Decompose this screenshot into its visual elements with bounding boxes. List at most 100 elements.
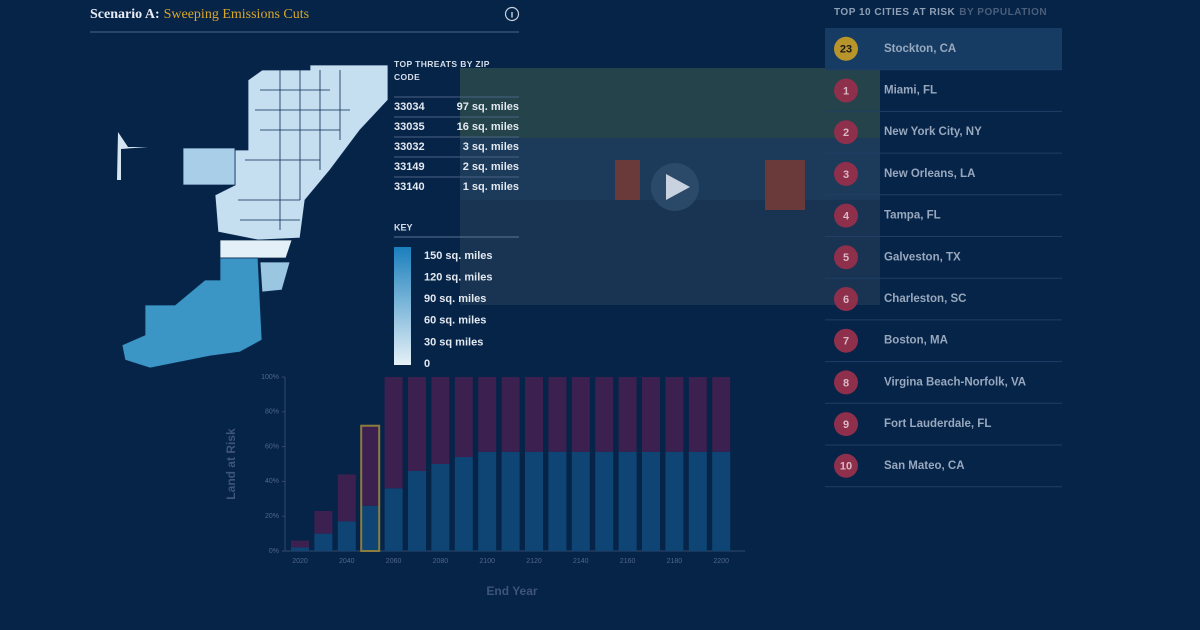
rank-badge (834, 78, 858, 103)
video-figure (765, 160, 805, 210)
map-keys (259, 261, 291, 293)
bar-segment (525, 451, 543, 551)
threats-title: TOP THREATS BY ZIP CODE (394, 59, 490, 82)
y-axis-title: Land at Risk (224, 428, 238, 500)
bar-segment (408, 470, 426, 551)
x-axis-title: End Year (486, 584, 537, 598)
rank: 2 (843, 127, 849, 139)
rank-badge (834, 203, 858, 228)
bar-segment (688, 451, 707, 551)
bar-segment (337, 521, 356, 551)
bar-segment (291, 547, 309, 551)
zip-area: 3 sq. miles (463, 141, 519, 153)
zip-code: 33032 (394, 141, 425, 153)
bar-segment (431, 464, 450, 551)
info-icon[interactable] (504, 6, 520, 22)
rank: 6 (843, 294, 849, 306)
bar-segment (314, 510, 333, 534)
highlight-outline (360, 424, 381, 552)
bar-segment (337, 474, 356, 522)
rank: 3 (843, 169, 849, 181)
bar-segment (712, 451, 731, 551)
bar-segment (525, 377, 543, 452)
bar-segment (712, 377, 731, 452)
bar-segment (454, 457, 473, 551)
y-tick-label: 0% (269, 548, 279, 555)
key-title: KEY (394, 222, 413, 232)
zip-code: 33034 (394, 101, 425, 113)
city-name: Charleston, SC (884, 293, 966, 305)
bar-segment (384, 377, 403, 489)
rank-badge (834, 370, 858, 395)
map-west (182, 147, 236, 186)
city-name: Miami, FL (884, 85, 937, 97)
key-label: 90 sq. miles (424, 293, 486, 305)
map-north (214, 64, 389, 241)
scenario-label: Scenario A: (90, 7, 160, 22)
city-name: Boston, MA (884, 335, 948, 347)
y-tick-label: 100% (261, 374, 279, 381)
bar-segment (408, 377, 426, 471)
bar-segment (618, 451, 637, 551)
y-tick-label: 20% (265, 513, 279, 520)
rank-badge (834, 120, 858, 145)
zip-area: 1 sq. miles (463, 181, 519, 193)
x-tick-label: 2160 (620, 558, 636, 565)
rank-badge (834, 453, 858, 478)
bar-segment (478, 377, 497, 452)
y-tick-label: 60% (265, 443, 279, 450)
key-label: 60 sq. miles (424, 315, 486, 327)
selected-row (825, 28, 1062, 70)
rank: 8 (843, 377, 849, 389)
bar-segment (665, 451, 684, 551)
x-tick-label: 2180 (667, 558, 683, 565)
zip-area: 2 sq. miles (463, 161, 519, 173)
zip-code: 33035 (394, 121, 425, 133)
zip-area: 97 sq. miles (457, 101, 519, 113)
key-label: 0 (424, 358, 430, 370)
city-name: Fort Lauderdale, FL (884, 418, 991, 430)
y-tick-label: 80% (265, 409, 279, 416)
rank-badge (834, 328, 858, 353)
city-name: Tampa, FL (884, 210, 941, 222)
zip-code: 33140 (394, 181, 425, 193)
x-tick-label: 2040 (339, 558, 355, 565)
city-name: New Orleans, LA (884, 168, 975, 180)
rank-badge (834, 36, 858, 61)
map-south (121, 257, 263, 369)
bar-segment (501, 451, 520, 551)
bar-segment (642, 451, 660, 551)
x-tick-label: 2200 (713, 558, 729, 565)
rank: 9 (843, 419, 849, 431)
video-trees (460, 68, 880, 138)
video[interactable] (460, 68, 880, 305)
bar-segment (642, 377, 660, 452)
key-gradient (394, 247, 411, 365)
rank: 23 (840, 44, 852, 56)
city-name: New York City, NY (884, 126, 982, 138)
key-label: 30 sq miles (424, 336, 483, 348)
video-figure (615, 160, 640, 200)
rank-badge (834, 412, 858, 437)
bar-segment (548, 377, 567, 452)
bar-segment (688, 377, 707, 452)
rank: 10 (840, 461, 852, 473)
city-name: Galveston, TX (884, 251, 961, 263)
cities-title: TOP 10 CITIES AT RISK BY POPULATION (834, 7, 1047, 18)
rank-badge (834, 287, 858, 311)
rank: 1 (843, 85, 849, 97)
video-water (460, 200, 880, 305)
bar-segment (478, 451, 497, 551)
map-zip-lines (238, 70, 350, 230)
bar-segment (571, 451, 590, 551)
x-tick-label: 2140 (573, 558, 589, 565)
bar-segment (501, 377, 520, 452)
rank: 4 (843, 211, 850, 223)
bar-segment (291, 540, 309, 548)
rank: 5 (843, 252, 849, 264)
bar-segment (384, 488, 403, 551)
x-tick-label: 2120 (526, 558, 542, 565)
zip-code: 33149 (394, 161, 425, 173)
